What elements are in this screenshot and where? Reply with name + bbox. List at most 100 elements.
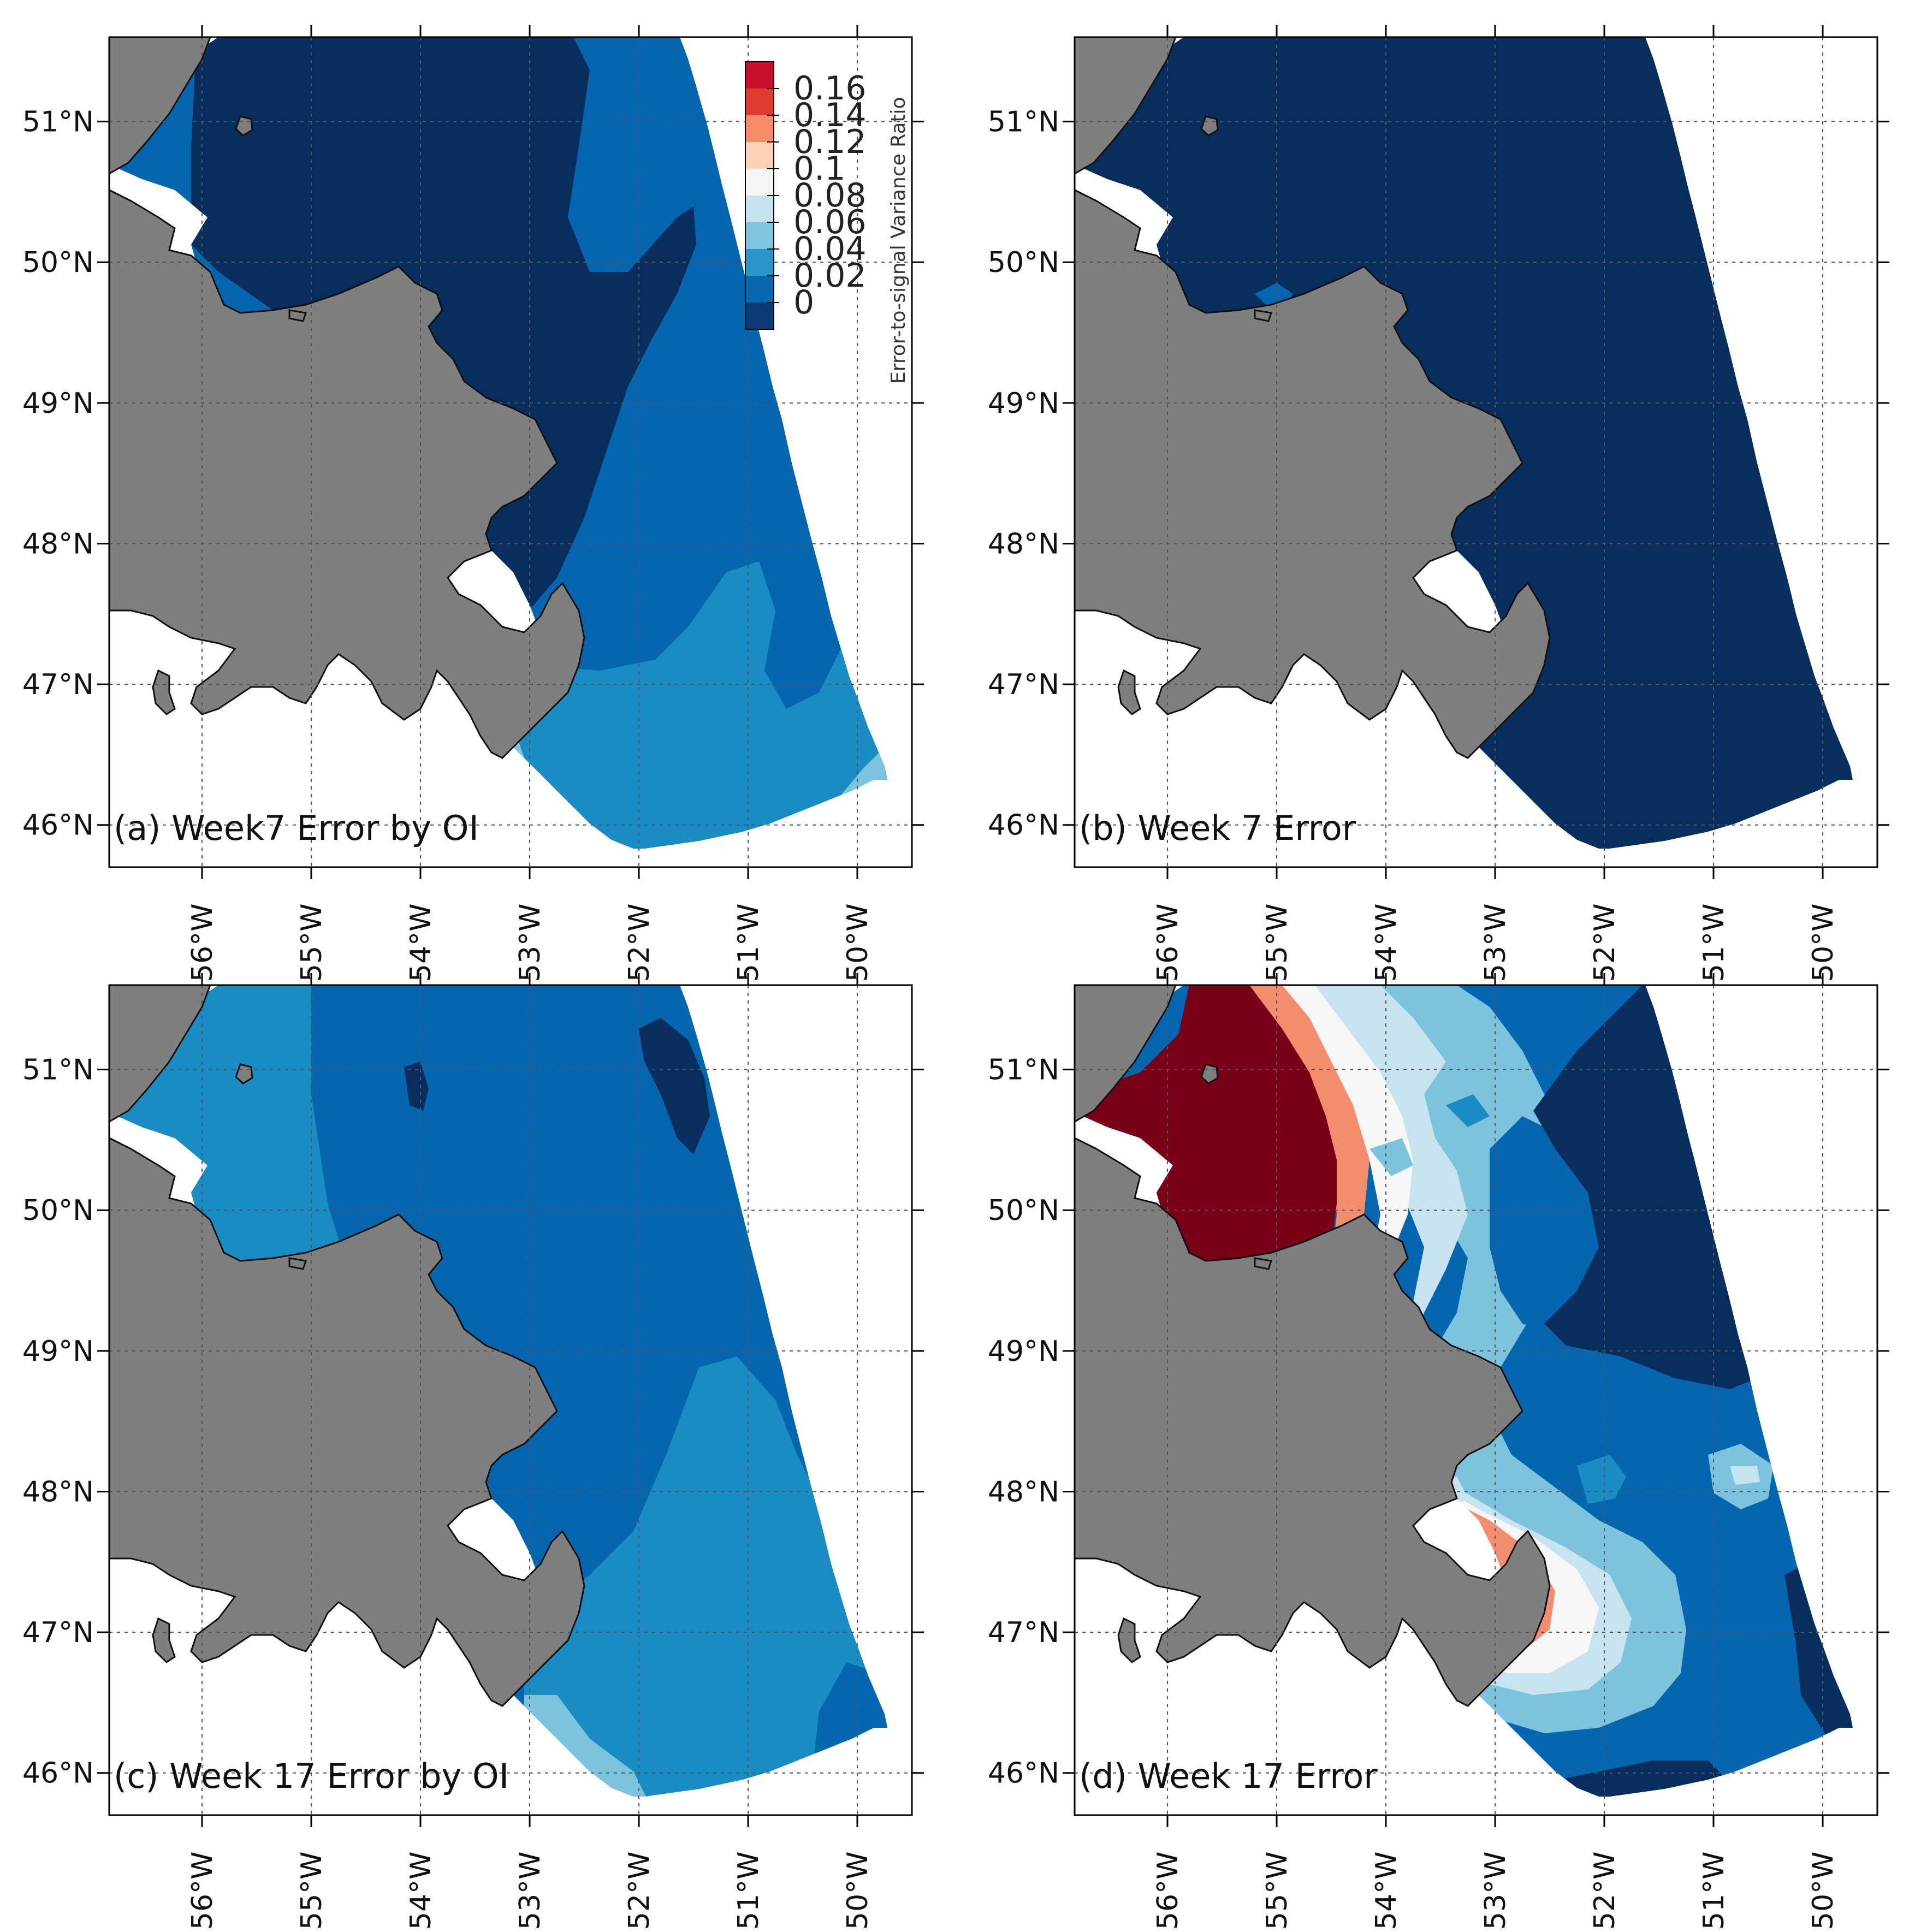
map-frame (1074, 984, 1878, 1816)
colorbar-tick-label: 0 (793, 283, 814, 322)
lon-tick-label: 54°W (1370, 903, 1403, 982)
lon-tick-label: 54°W (1370, 1851, 1403, 1930)
contour-region (1228, 985, 1599, 1673)
lon-tick-label: 50°W (1807, 903, 1840, 982)
lon-tick-label: 50°W (1807, 1851, 1840, 1930)
contour-region (1544, 1761, 1730, 1797)
lat-tick-label: 50°N (22, 246, 94, 279)
colorbar-tick-label: 0.04 (793, 230, 867, 268)
contour-region (191, 37, 696, 616)
colorbar-tick-label: 0.08 (793, 176, 867, 215)
lon-tick-label: 53°W (514, 903, 547, 982)
lat-tick-label: 46°N (22, 1757, 94, 1790)
colorbar-tick-label: 0.14 (793, 96, 867, 134)
colorbar-tick-label: 0.02 (793, 257, 867, 295)
panel-label: (d) Week 17 Error (1079, 1756, 1378, 1796)
lat-tick-label: 47°N (988, 668, 1059, 701)
colorbar-swatch (745, 249, 774, 276)
lat-tick-label: 49°N (988, 387, 1059, 420)
lat-tick-label: 51°N (22, 106, 94, 139)
lon-tick-label: 53°W (1479, 903, 1512, 982)
colorbar-tick-label: 0.16 (793, 69, 867, 108)
lat-tick-label: 49°N (22, 1335, 94, 1368)
gridlines (109, 985, 912, 1815)
lat-tick-label: 51°N (988, 106, 1059, 139)
colorbar-swatch (745, 62, 774, 88)
lon-tick-label: 51°W (1698, 1851, 1730, 1930)
lon-tick-label: 52°W (623, 1851, 656, 1930)
lat-tick-label: 47°N (988, 1616, 1059, 1649)
lat-tick-label: 50°N (988, 1194, 1059, 1227)
colorbar-swatch (745, 222, 774, 249)
lon-tick-label: 56°W (1152, 903, 1184, 982)
map-panel-b: 51°N 50°N 49°N 48°N 47°N 46°N 56°W 55°W 54°W 53°W… (988, 25, 1889, 982)
lat-tick-label: 46°N (988, 1757, 1059, 1790)
colorbar-tick-label: 0.06 (793, 203, 867, 241)
lat-tick-label: 49°N (988, 1335, 1059, 1368)
colorbar-swatch (745, 115, 774, 142)
map-panel-d: 51°N 50°N 49°N 48°N 47°N 46°N 56°W 55°W 54°W 53°W… (988, 973, 1889, 1930)
lat-tick-label: 48°N (22, 1475, 94, 1508)
colorbar-title: Error-to-signal Variance Ratio (887, 97, 910, 384)
lon-tick-label: 51°W (1698, 903, 1730, 982)
lon-tick-label: 54°W (405, 1851, 437, 1930)
colorbar-swatch (745, 276, 774, 303)
contour-region (1255, 283, 1293, 305)
lon-tick-label: 52°W (623, 903, 656, 982)
map-panel-c: 51°N 50°N 49°N 48°N 47°N 46°N 56°W 55°W 54°W 53°W… (22, 973, 924, 1930)
lon-tick-label: 50°W (841, 1851, 874, 1930)
gridlines (1075, 985, 1877, 1815)
contour-region (639, 1018, 710, 1154)
lat-tick-label: 48°N (22, 528, 94, 560)
panel-label: (a) Week7 Error by OI (114, 808, 479, 848)
lat-tick-label: 51°N (988, 1054, 1059, 1087)
colorbar-swatch (745, 88, 774, 115)
lon-tick-label: 55°W (1261, 1851, 1294, 1930)
contour-region (1446, 1094, 1490, 1127)
lat-tick-label: 47°N (22, 1616, 94, 1649)
lon-tick-label: 55°W (295, 903, 328, 982)
contour-region (1730, 1466, 1760, 1485)
lat-tick-label: 48°N (988, 528, 1059, 560)
lon-tick-label: 55°W (295, 1851, 328, 1930)
panel-label: (c) Week 17 Error by OI (114, 1756, 509, 1796)
lat-tick-label: 48°N (988, 1475, 1059, 1508)
contour-region (524, 1356, 887, 1797)
colorbar-swatch (745, 142, 774, 169)
map-frame (108, 36, 913, 868)
colorbar-swatch (745, 195, 774, 222)
lon-tick-label: 56°W (186, 1851, 219, 1930)
lon-tick-label: 51°W (732, 903, 765, 982)
lat-tick-label: 46°N (22, 809, 94, 842)
lon-tick-label: 50°W (841, 903, 874, 982)
lon-tick-label: 56°W (186, 903, 219, 982)
lat-tick-label: 50°N (988, 246, 1059, 279)
lat-tick-label: 50°N (22, 1194, 94, 1227)
lat-tick-label: 51°N (22, 1054, 94, 1087)
contour-region (1533, 985, 1784, 1389)
lon-tick-label: 54°W (405, 903, 437, 982)
colorbar: 0.160.140.120.10.080.060.040.020 Error-to… (745, 61, 910, 384)
lon-tick-label: 56°W (1152, 1851, 1184, 1930)
lon-tick-label: 51°W (732, 1851, 765, 1930)
colorbar-swatch (745, 303, 774, 329)
contour-region (404, 1062, 429, 1111)
lat-tick-label: 49°N (22, 387, 94, 420)
map-panel-a: 51°N 50°N 49°N 48°N 47°N 46°N 56°W 55°W 54°W 53°W… (22, 25, 924, 982)
lat-tick-label: 46°N (988, 809, 1059, 842)
gridlines (1075, 37, 1877, 867)
contour-region (1370, 1138, 1413, 1176)
colorbar-swatch (745, 169, 774, 195)
colorbar-tick-label: 0.12 (793, 123, 867, 161)
lon-tick-label: 55°W (1261, 903, 1294, 982)
lon-tick-label: 52°W (1588, 1851, 1621, 1930)
colorbar-tick-label: 0.1 (793, 150, 845, 188)
contour-region (486, 561, 887, 849)
panel-label: (b) Week 7 Error (1079, 808, 1356, 848)
map-frame (108, 984, 913, 1816)
lon-tick-label: 52°W (1588, 903, 1621, 982)
lon-tick-label: 53°W (1479, 1851, 1512, 1930)
map-frame (1074, 36, 1878, 868)
lat-tick-label: 47°N (22, 668, 94, 701)
